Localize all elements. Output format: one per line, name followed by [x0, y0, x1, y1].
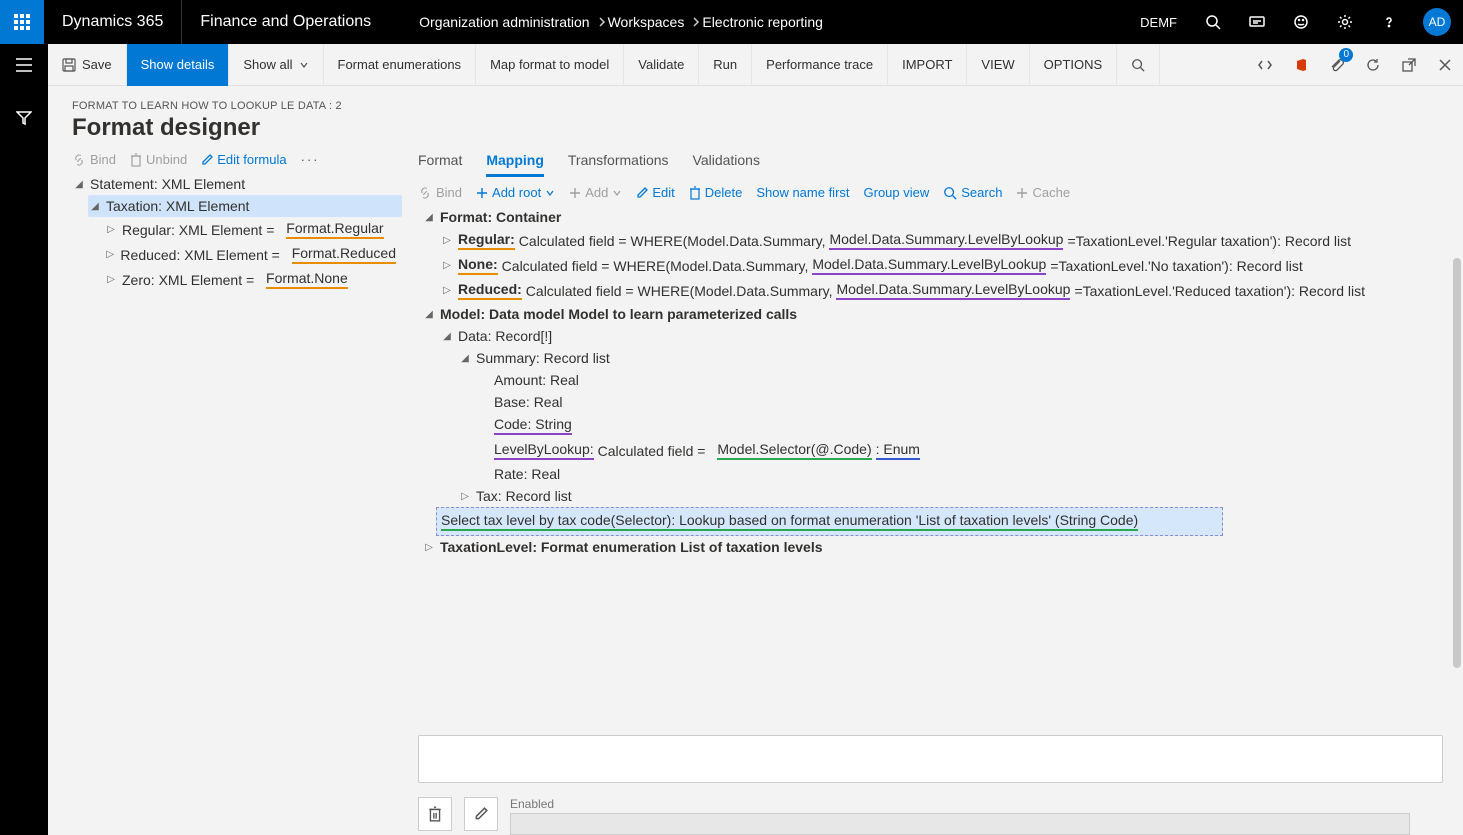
rt-regular[interactable]: ▷Regular: Calculated field = WHERE(Model… [436, 228, 1423, 253]
help-icon[interactable] [1367, 0, 1411, 44]
close-icon[interactable] [1427, 44, 1463, 86]
tree-node-statement[interactable]: ◢Statement: XML Element [72, 173, 402, 195]
tab-format[interactable]: Format [418, 152, 462, 177]
group-view-button[interactable]: Group view [864, 185, 930, 200]
rt-amount[interactable]: ▷Amount: Real [472, 369, 1423, 391]
enabled-label: Enabled [510, 797, 1410, 811]
show-details-button[interactable]: Show details [127, 44, 230, 86]
tree-node-taxation[interactable]: ◢Taxation: XML Element [88, 195, 402, 217]
crumb-2[interactable]: Workspaces [608, 14, 685, 30]
scrollbar[interactable] [1453, 258, 1461, 668]
nav-toggle[interactable] [0, 44, 48, 86]
rt-summary[interactable]: ◢Summary: Record list [454, 347, 1423, 369]
rt-model[interactable]: ◢Model: Data model Model to learn parame… [418, 303, 1423, 325]
edit-property-button[interactable] [464, 797, 498, 831]
rt-taxationlevel[interactable]: ▷TaxationLevel: Format enumeration List … [418, 536, 1423, 558]
filter-icon[interactable] [0, 98, 48, 138]
code-icon[interactable] [1247, 44, 1283, 86]
formula-input[interactable] [418, 735, 1443, 783]
search-icon[interactable] [1191, 0, 1235, 44]
app-launcher[interactable] [0, 0, 44, 44]
mapping-search-button[interactable]: Search [943, 185, 1002, 200]
breadcrumb: Organization administration Workspaces E… [389, 14, 1126, 30]
page-title: Format designer [72, 114, 1443, 142]
tree-node-regular[interactable]: ▷Regular: XML Element = Format.Regular [104, 217, 402, 242]
cache-button[interactable]: Cache [1016, 185, 1070, 200]
validate-button[interactable]: Validate [624, 44, 699, 86]
performance-trace-button[interactable]: Performance trace [752, 44, 888, 86]
format-tree: ◢Statement: XML Element ◢Taxation: XML E… [72, 173, 402, 292]
attachments-button[interactable]: 0 [1319, 44, 1355, 86]
rt-none[interactable]: ▷None: Calculated field = WHERE(Model.Da… [436, 253, 1423, 278]
enabled-input[interactable] [510, 813, 1410, 835]
rt-reduced[interactable]: ▷Reduced: Calculated field = WHERE(Model… [436, 278, 1423, 303]
run-button[interactable]: Run [699, 44, 752, 86]
module-label: Finance and Operations [181, 0, 389, 44]
tab-validations[interactable]: Validations [693, 152, 760, 177]
rt-rate[interactable]: ▷Rate: Real [472, 463, 1423, 485]
company-label: DEMF [1126, 15, 1191, 30]
rt-code[interactable]: ▷Code: String [472, 413, 1423, 438]
rt-levelbylookup[interactable]: ▷LevelByLookup: Calculated field = Model… [472, 438, 1423, 463]
page-subtitle: FORMAT TO LEARN HOW TO LOOKUP LE DATA : … [72, 100, 1443, 112]
map-format-button[interactable]: Map format to model [476, 44, 624, 86]
delete-property-button[interactable] [418, 797, 452, 831]
tree-node-reduced[interactable]: ▷Reduced: XML Element = Format.Reduced [104, 242, 402, 267]
rt-selector[interactable]: Select tax level by tax code(Selector): … [436, 507, 1223, 536]
tab-mapping[interactable]: Mapping [486, 152, 544, 177]
rt-format-container[interactable]: ◢Format: Container [418, 206, 1423, 228]
show-name-first-button[interactable]: Show name first [756, 185, 849, 200]
mapping-tree: ◢Format: Container ▷Regular: Calculated … [418, 206, 1443, 727]
options-button[interactable]: OPTIONS [1030, 44, 1118, 86]
avatar[interactable]: AD [1423, 8, 1451, 36]
chat-icon[interactable] [1235, 0, 1279, 44]
tree-node-zero[interactable]: ▷Zero: XML Element = Format.None [104, 267, 402, 292]
bind-button[interactable]: Bind [72, 152, 116, 167]
brand-label: Dynamics 365 [44, 13, 181, 31]
gear-icon[interactable] [1323, 0, 1367, 44]
actionbar-search-button[interactable] [1117, 44, 1160, 86]
view-button[interactable]: VIEW [967, 44, 1029, 86]
unbind-button[interactable]: Unbind [130, 152, 187, 167]
edit-formula-button[interactable]: Edit formula [201, 152, 286, 167]
format-enumerations-button[interactable]: Format enumerations [324, 44, 477, 86]
crumb-1[interactable]: Organization administration [419, 14, 589, 30]
delete-button[interactable]: Delete [689, 185, 743, 200]
import-button[interactable]: IMPORT [888, 44, 967, 86]
office-icon[interactable] [1283, 44, 1319, 86]
add-button[interactable]: Add [569, 185, 622, 200]
save-button[interactable]: Save [48, 44, 127, 86]
tab-transformations[interactable]: Transformations [568, 152, 669, 177]
mapping-bind-button[interactable]: Bind [418, 185, 462, 200]
smile-icon[interactable] [1279, 0, 1323, 44]
rt-base[interactable]: ▷Base: Real [472, 391, 1423, 413]
show-all-button[interactable]: Show all [229, 44, 323, 86]
popout-icon[interactable] [1391, 44, 1427, 86]
rt-data[interactable]: ◢Data: Record[!] [436, 325, 1423, 347]
crumb-3[interactable]: Electronic reporting [702, 14, 823, 30]
mapping-tabs: Format Mapping Transformations Validatio… [418, 152, 1443, 185]
edit-button[interactable]: Edit [636, 185, 674, 200]
refresh-icon[interactable] [1355, 44, 1391, 86]
add-root-button[interactable]: Add root [476, 185, 555, 200]
more-button[interactable]: ··· [301, 152, 320, 167]
rt-tax[interactable]: ▷Tax: Record list [454, 485, 1423, 507]
